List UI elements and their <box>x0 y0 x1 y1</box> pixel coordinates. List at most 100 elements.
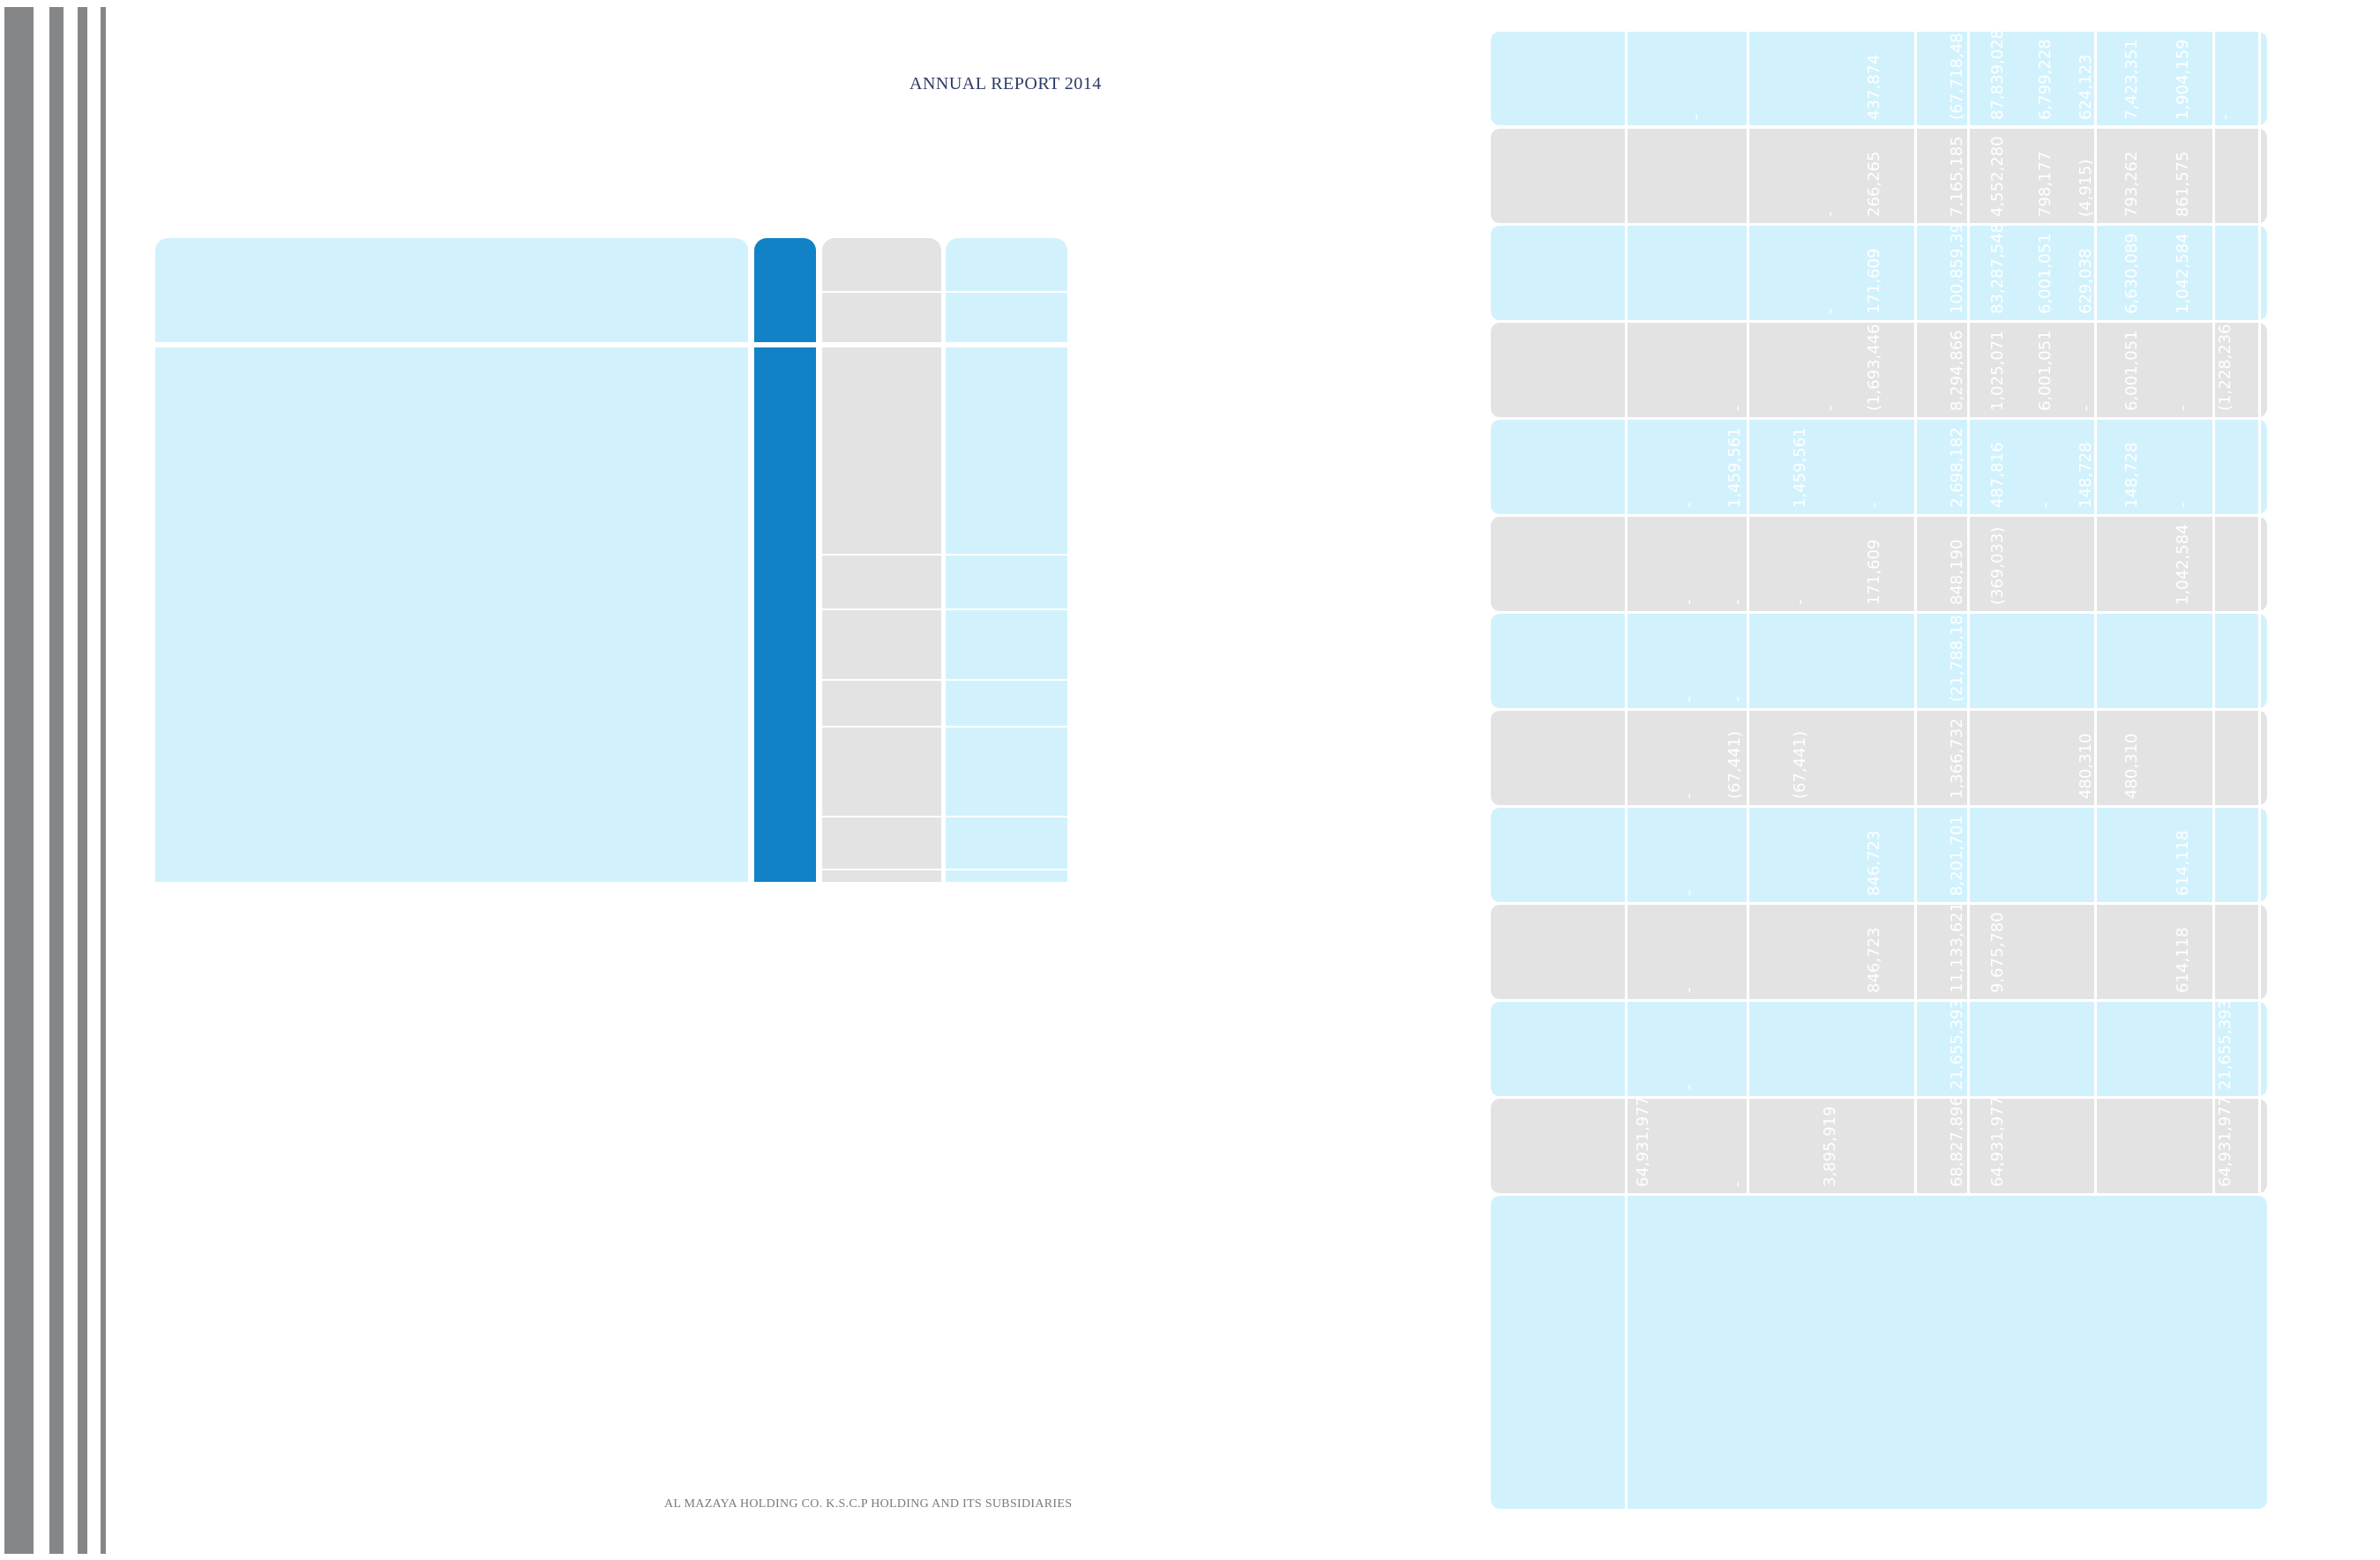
table-cell: 624,123 <box>2077 54 2095 120</box>
table-cell: 21,655,393 <box>1948 1002 1966 1090</box>
row-divider <box>822 679 1067 681</box>
row-divider <box>822 554 1067 556</box>
table-cell: 8,294,866 <box>1948 330 1966 411</box>
table-cell: - <box>1728 1181 1747 1188</box>
year-2013-column <box>946 238 1067 882</box>
table-cell: 4,552,280 <box>1988 136 2007 217</box>
row-divider <box>822 291 1067 293</box>
table-cell: 1,042,584 <box>2174 524 2192 605</box>
table-cell: 9,675,780 <box>1988 912 2007 993</box>
table-cell: 6,001,051 <box>2036 330 2054 411</box>
table-cell: - <box>1865 502 1883 509</box>
table-cell: - <box>2174 405 2192 412</box>
table-row: - - (21,788,181) <box>1491 614 2267 708</box>
table-cell: 1,042,584 <box>2174 233 2192 314</box>
table-row: - 437,874 (67,718,489) 87,839,028 6,799,… <box>1491 32 2267 125</box>
table-row: - 266,265 7,165,185 4,552,280 798,177 (4… <box>1491 129 2267 223</box>
table-cell: 6,630,089 <box>2122 233 2141 314</box>
table-cell: (1,228,236) <box>2216 323 2234 411</box>
table-cell: 480,310 <box>2077 733 2095 799</box>
table-cell: 1,366,732 <box>1948 718 1966 799</box>
table-cell: - <box>2036 502 2054 509</box>
table-cell: 487,816 <box>1988 442 2007 508</box>
table-row: - (67,441) (67,441) 1,366,732 480,310 48… <box>1491 711 2267 805</box>
table-cell: - <box>1680 599 1698 606</box>
table-cell: (67,718,489) <box>1948 32 1966 120</box>
row-divider <box>822 816 1067 817</box>
table-cell: 629,038 <box>2077 248 2095 314</box>
table-cell: (4,915) <box>2077 159 2095 217</box>
table-cell: - <box>1680 696 1698 703</box>
row-divider <box>822 726 1067 728</box>
table-cell: - <box>1680 793 1698 800</box>
table-cell: (1,693,446) <box>1865 323 1883 411</box>
header-divider <box>155 342 1067 347</box>
table-cell: 6,001,051 <box>2122 330 2141 411</box>
table-header-row <box>1491 1196 2267 1509</box>
table-cell: 83,287,548 <box>1988 226 2007 314</box>
table-cell: 846,723 <box>1865 927 1883 993</box>
table-cell: 3,895,919 <box>1821 1106 1839 1187</box>
table-cell: 8,201,701 <box>1948 815 1966 896</box>
table-cell: 848,190 <box>1948 539 1966 605</box>
table-cell: 1,904,159 <box>2174 39 2192 120</box>
table-cell: - <box>1680 987 1698 994</box>
table-cell: 148,728 <box>2077 442 2095 508</box>
table-cell: 171,609 <box>1865 248 1883 314</box>
table-cell: - <box>1680 1084 1698 1091</box>
table-cell: 480,310 <box>2122 733 2141 799</box>
table-cell: 437,874 <box>1865 54 1883 120</box>
table-cell: - <box>1687 114 1705 121</box>
side-bar <box>4 7 34 1554</box>
table-cell: - <box>1821 211 1839 218</box>
table-cell: - <box>1821 405 1839 412</box>
page-footer-company: AL MAZAYA HOLDING CO. K.S.C.P HOLDING AN… <box>664 1497 1073 1511</box>
table-cell: 1,025,071 <box>1988 330 2007 411</box>
table-cell: (67,441) <box>1791 730 1809 799</box>
table-cell: 64,931,977 <box>1634 1099 1652 1187</box>
table-cell: (369,033) <box>1988 526 2007 605</box>
table-cell: 266,265 <box>1865 151 1883 217</box>
table-cell: 64,931,977 <box>1988 1099 2007 1187</box>
table-cell: 7,423,351 <box>2122 39 2141 120</box>
table-row: - - - 171,609 848,190 (369,033) 1,042,58… <box>1491 517 2267 611</box>
table-cell: 64,931,977 <box>2216 1099 2234 1187</box>
table-cell: - <box>1791 599 1809 606</box>
row-divider <box>822 608 1067 610</box>
table-cell: 11,133,621 <box>1948 905 1966 993</box>
table-cell: - <box>1680 502 1698 509</box>
table-cell: 1,459,561 <box>1725 427 1744 508</box>
side-bar <box>78 7 87 1554</box>
table-row: - - (1,693,446) 8,294,866 1,025,071 6,00… <box>1491 323 2267 417</box>
side-bar <box>101 7 106 1554</box>
table-row: - 846,723 11,133,621 9,675,780 614,118 <box>1491 905 2267 999</box>
table-cell: 148,728 <box>2122 442 2141 508</box>
table-cell: 100,859,395 <box>1948 226 1966 314</box>
side-bar <box>49 7 64 1554</box>
table-cell: - <box>2174 502 2192 509</box>
table-cell: 1,459,561 <box>1791 427 1809 508</box>
table-row: 64,931,977 - 3,895,919 68,827,896 64,931… <box>1491 1099 2267 1193</box>
table-cell: (67,441) <box>1725 730 1744 799</box>
row-divider <box>822 869 1067 870</box>
page-header-title: ANNUAL REPORT 2014 <box>909 74 1102 93</box>
table-cell: 6,001,051 <box>2036 233 2054 314</box>
table-cell: 7,165,185 <box>1948 136 1966 217</box>
table-cell: 798,177 <box>2036 151 2054 217</box>
table-cell: - <box>2216 114 2234 121</box>
table-cell: 2,698,182 <box>1948 427 1966 508</box>
table-row: - 21,655,393 21,655,393 <box>1491 1002 2267 1096</box>
year-2014-column <box>822 238 941 882</box>
table-cell: - <box>1728 405 1747 412</box>
table-cell: 846,723 <box>1865 830 1883 896</box>
table-cell: - <box>1728 696 1747 703</box>
description-column <box>155 238 748 882</box>
table-cell: 21,655,393 <box>2216 1002 2234 1090</box>
notes-column <box>754 238 816 882</box>
table-cell: - <box>1680 890 1698 897</box>
table-cell: 861,575 <box>2174 151 2192 217</box>
table-row: - 171,609 100,859,395 83,287,548 6,001,0… <box>1491 226 2267 320</box>
table-cell: 793,262 <box>2122 151 2141 217</box>
table-cell: - <box>1821 308 1839 315</box>
table-cell: 68,827,896 <box>1948 1099 1966 1187</box>
